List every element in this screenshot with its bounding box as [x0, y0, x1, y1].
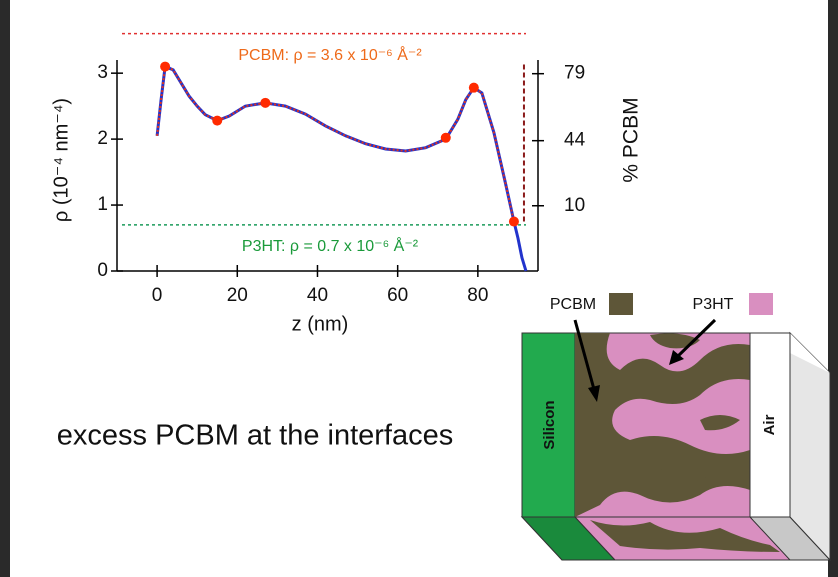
y-tick-label: 2 [97, 128, 108, 149]
data-point [440, 132, 451, 143]
air-label: Air [761, 414, 778, 435]
arrow [573, 319, 597, 394]
pcbm-domain [575, 333, 750, 517]
pcbm-domain [590, 520, 780, 552]
x-tick-label: 20 [227, 285, 248, 306]
y-axis-label: ρ (10⁻⁴ nm⁻⁴) [50, 98, 72, 222]
legend-label: PCBM [550, 296, 596, 313]
x-tick-label: 0 [152, 285, 163, 306]
chart: 0 1 2 3 10 44 79 0 20 40 60 80 z (nm) ρ (10⁻⁴ nm⁻⁴) % … [50, 32, 643, 335]
data-point [260, 97, 271, 108]
silicon-layer [521, 332, 576, 518]
x-axis-label: z (nm) [292, 313, 349, 335]
data-line [156, 65, 515, 222]
x-tick-label: 60 [387, 285, 408, 306]
x-tick-label: 40 [307, 285, 328, 306]
legend-swatch [749, 293, 773, 315]
caption: excess PCBM at the interfaces [57, 420, 454, 452]
legend-swatch [609, 293, 633, 315]
arrowhead [588, 385, 600, 402]
y2-tick-label: 79 [564, 63, 585, 84]
legend-label: P3HT [693, 296, 734, 313]
silicon-label: Silicon [541, 400, 558, 449]
data-point [160, 61, 171, 72]
air-layer [749, 332, 791, 518]
arrow [674, 318, 717, 360]
data-point [468, 82, 479, 93]
reference-label: PCBM: ρ = 3.6 x 10⁻⁶ Å⁻² [238, 45, 422, 64]
y-tick-label: 1 [97, 194, 108, 215]
y-tick-label: 0 [97, 260, 108, 281]
data-point [212, 115, 223, 126]
y-tick-label: 3 [97, 62, 108, 83]
y2-tick-label: 44 [564, 130, 586, 151]
x-tick-label: 80 [467, 285, 488, 306]
reference-label: P3HT: ρ = 0.7 x 10⁻⁶ Å⁻² [242, 236, 419, 255]
diagram: Silicon Air PCBM P3HT [520, 293, 832, 562]
y2-axis-label: % PCBM [620, 97, 643, 182]
y2-tick-label: 10 [564, 195, 585, 216]
arrowhead [669, 350, 684, 365]
data-point [508, 216, 519, 227]
